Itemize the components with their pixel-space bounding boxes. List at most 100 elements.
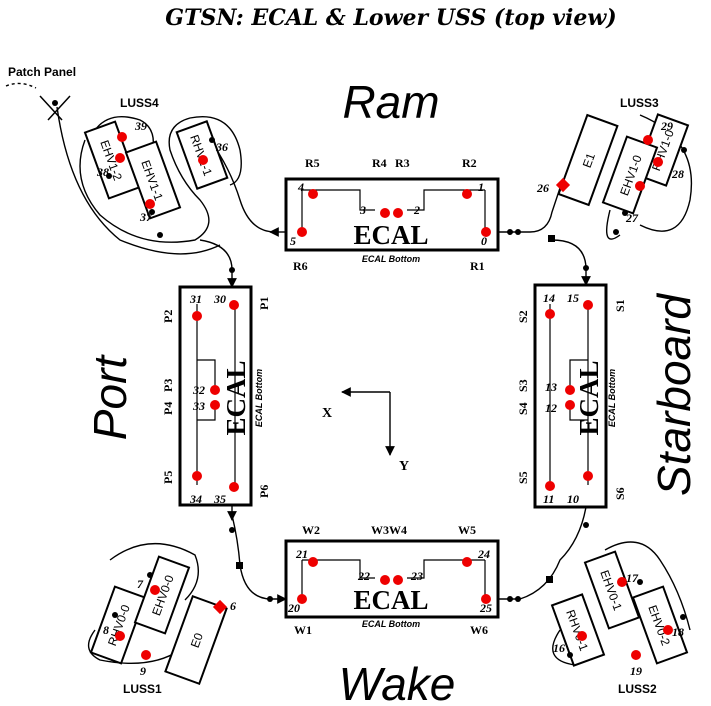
channel-label: R6 bbox=[293, 259, 308, 273]
sensor-dot bbox=[481, 227, 491, 237]
sensor-number: 19 bbox=[630, 664, 642, 678]
sensor-dot bbox=[192, 471, 202, 481]
channel-label: P6 bbox=[257, 485, 271, 498]
sensor-dot bbox=[115, 153, 125, 163]
luss2-label: LUSS2 bbox=[618, 682, 657, 696]
channel-label: P2 bbox=[161, 310, 175, 323]
sensor-number: 1 bbox=[478, 180, 484, 194]
luss2-assembly: LUSS2 EHV0-1 RHV0-1 EHV0-2 17 18 16 19 bbox=[550, 541, 691, 696]
sensor-number: 23 bbox=[410, 569, 423, 583]
sensor-number: 17 bbox=[626, 571, 639, 585]
sensor-dot bbox=[210, 385, 220, 395]
sensor-number: 2 bbox=[413, 203, 420, 217]
sensor-number: 28 bbox=[671, 167, 684, 181]
sensor-number: 36 bbox=[215, 140, 228, 154]
patch-panel-label: Patch Panel bbox=[8, 65, 76, 79]
sensor-number: 4 bbox=[297, 180, 304, 194]
sensor-number: 35 bbox=[213, 492, 226, 506]
side-label-ram: Ram bbox=[342, 76, 439, 128]
sensor-dot bbox=[663, 625, 673, 635]
sensor-number: 30 bbox=[213, 292, 226, 306]
sensor-number: 29 bbox=[660, 119, 673, 133]
sensor-number: 33 bbox=[192, 399, 205, 413]
sensor-dot bbox=[393, 575, 403, 585]
ecal-label: ECAL bbox=[353, 220, 428, 250]
sensor-number: 0 bbox=[481, 234, 487, 248]
sensor-number: 3 bbox=[359, 203, 366, 217]
side-label-starboard: Starboard bbox=[648, 293, 700, 496]
axis-y-label: Y bbox=[399, 459, 409, 474]
channel-label: S2 bbox=[516, 310, 530, 323]
sensor-dot bbox=[141, 650, 151, 660]
channel-label: R5 bbox=[305, 156, 320, 170]
sensor-number: 12 bbox=[545, 401, 557, 415]
sensor-number: 5 bbox=[290, 234, 296, 248]
channel-label: P1 bbox=[257, 297, 271, 310]
sensor-number: 20 bbox=[287, 601, 300, 615]
sensor-number: 27 bbox=[625, 211, 639, 225]
sensor-dot bbox=[565, 385, 575, 395]
sensor-number: 32 bbox=[192, 383, 205, 397]
sensor-number: 37 bbox=[139, 210, 153, 224]
sensor-dot bbox=[297, 227, 307, 237]
sensor-dot bbox=[462, 189, 472, 199]
channel-label: W2 bbox=[302, 523, 320, 537]
sensor-dot bbox=[308, 557, 318, 567]
sensor-dot bbox=[229, 300, 239, 310]
sensor-dot bbox=[198, 155, 208, 165]
side-label-port: Port bbox=[84, 354, 136, 441]
sensor-number: 38 bbox=[96, 165, 109, 179]
channel-label: R4 bbox=[372, 156, 387, 170]
sensor-dot bbox=[635, 181, 645, 191]
sensor-dot bbox=[192, 311, 202, 321]
sensor-dot bbox=[308, 189, 318, 199]
sensor-number: 39 bbox=[134, 119, 147, 133]
sensor-number: 10 bbox=[567, 492, 579, 506]
sensor-dot bbox=[229, 482, 239, 492]
luss3-label: LUSS3 bbox=[620, 96, 659, 110]
sensor-dot bbox=[565, 400, 575, 410]
channel-label: ECAL bbox=[574, 360, 604, 435]
channel-label: P5 bbox=[161, 471, 175, 484]
channel-label: S4 bbox=[516, 402, 530, 415]
sensor-dot bbox=[210, 400, 220, 410]
ecal-panel-wake: ECAL ECAL Bottom 21 24 22 23 20 25 W2 W3… bbox=[284, 523, 500, 637]
diagram-title: GTSN: ECAL & Lower USS (top view) bbox=[165, 5, 616, 31]
sensor-number: 15 bbox=[567, 291, 579, 305]
side-label-wake: Wake bbox=[339, 658, 456, 706]
sensor-dot bbox=[643, 135, 653, 145]
sensor-number: 11 bbox=[543, 492, 554, 506]
channel-label: W1 bbox=[294, 623, 312, 637]
sensor-dot bbox=[380, 208, 390, 218]
channel-label: ECAL Bottom bbox=[254, 369, 264, 427]
sensor-dot bbox=[380, 575, 390, 585]
ecal-bottom-label: ECAL Bottom bbox=[362, 254, 420, 264]
channel-label: S1 bbox=[613, 299, 627, 312]
channel-label: R1 bbox=[470, 259, 485, 273]
sensor-dot bbox=[545, 309, 555, 319]
sensor-dot bbox=[583, 300, 593, 310]
channel-label: ECAL bbox=[353, 585, 428, 615]
sensor-dot bbox=[297, 594, 307, 604]
channel-label: S3 bbox=[516, 379, 530, 392]
luss3-assembly: LUSS3 E1 RHV1-0 EHV1-0 29 28 27 26 bbox=[536, 96, 693, 240]
box-e1: E1 bbox=[580, 151, 598, 170]
sensor-dot bbox=[145, 199, 155, 209]
luss1-assembly: LUSS1 RHV0-0 EHV0-0 E0 7 6 8 9 bbox=[87, 543, 236, 696]
sensor-number: 26 bbox=[536, 181, 549, 195]
luss4-assembly: LUSS4 EHV1-2 EHV1-1 RHV1-1 39 36 38 37 bbox=[79, 96, 242, 243]
sensor-number: 18 bbox=[672, 625, 684, 639]
channel-label: ECAL Bottom bbox=[607, 369, 617, 427]
channel-label: ECAL bbox=[221, 360, 251, 435]
channel-label: P3 bbox=[161, 379, 175, 392]
patch-panel-cable bbox=[5, 82, 37, 89]
sensor-number: 22 bbox=[357, 569, 370, 583]
patch-panel-connector bbox=[39, 95, 71, 121]
sensor-number: 21 bbox=[295, 547, 308, 561]
sensor-dot bbox=[393, 208, 403, 218]
sensor-dot bbox=[545, 481, 555, 491]
sensor-number: 31 bbox=[189, 292, 202, 306]
sensor-dot bbox=[481, 594, 491, 604]
channel-label: ECAL Bottom bbox=[362, 619, 420, 629]
